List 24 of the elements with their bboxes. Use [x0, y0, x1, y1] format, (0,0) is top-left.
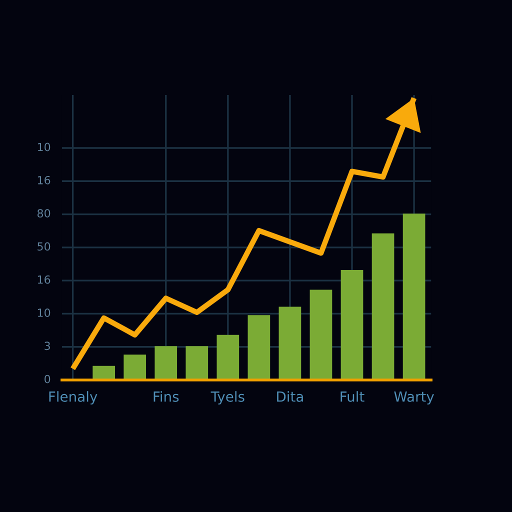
x-tick-label: Fins — [154, 391, 179, 402]
x-tick-label: Tyels — [210, 391, 244, 405]
bar — [402, 214, 426, 380]
text: 3 — [44, 342, 50, 350]
bar — [154, 346, 178, 380]
x-tick-label: Dita — [277, 391, 303, 402]
bar — [216, 334, 240, 380]
text: 16 — [38, 176, 50, 184]
x-tick-label: Flenaly — [49, 391, 98, 405]
text: 80 — [37, 209, 50, 218]
x-tick-label: Warty — [394, 392, 434, 405]
text: 10 — [38, 308, 50, 317]
bar — [310, 290, 332, 380]
text: 10 — [38, 142, 50, 152]
bar — [340, 270, 364, 380]
text: 50 — [38, 242, 50, 251]
bar — [186, 346, 208, 380]
bar — [124, 354, 146, 380]
bar — [372, 233, 394, 380]
text: 0 — [44, 374, 50, 384]
bar — [248, 315, 270, 380]
text: 16 — [38, 275, 50, 284]
bar — [278, 306, 302, 380]
x-tick-label: Fult — [340, 391, 364, 402]
